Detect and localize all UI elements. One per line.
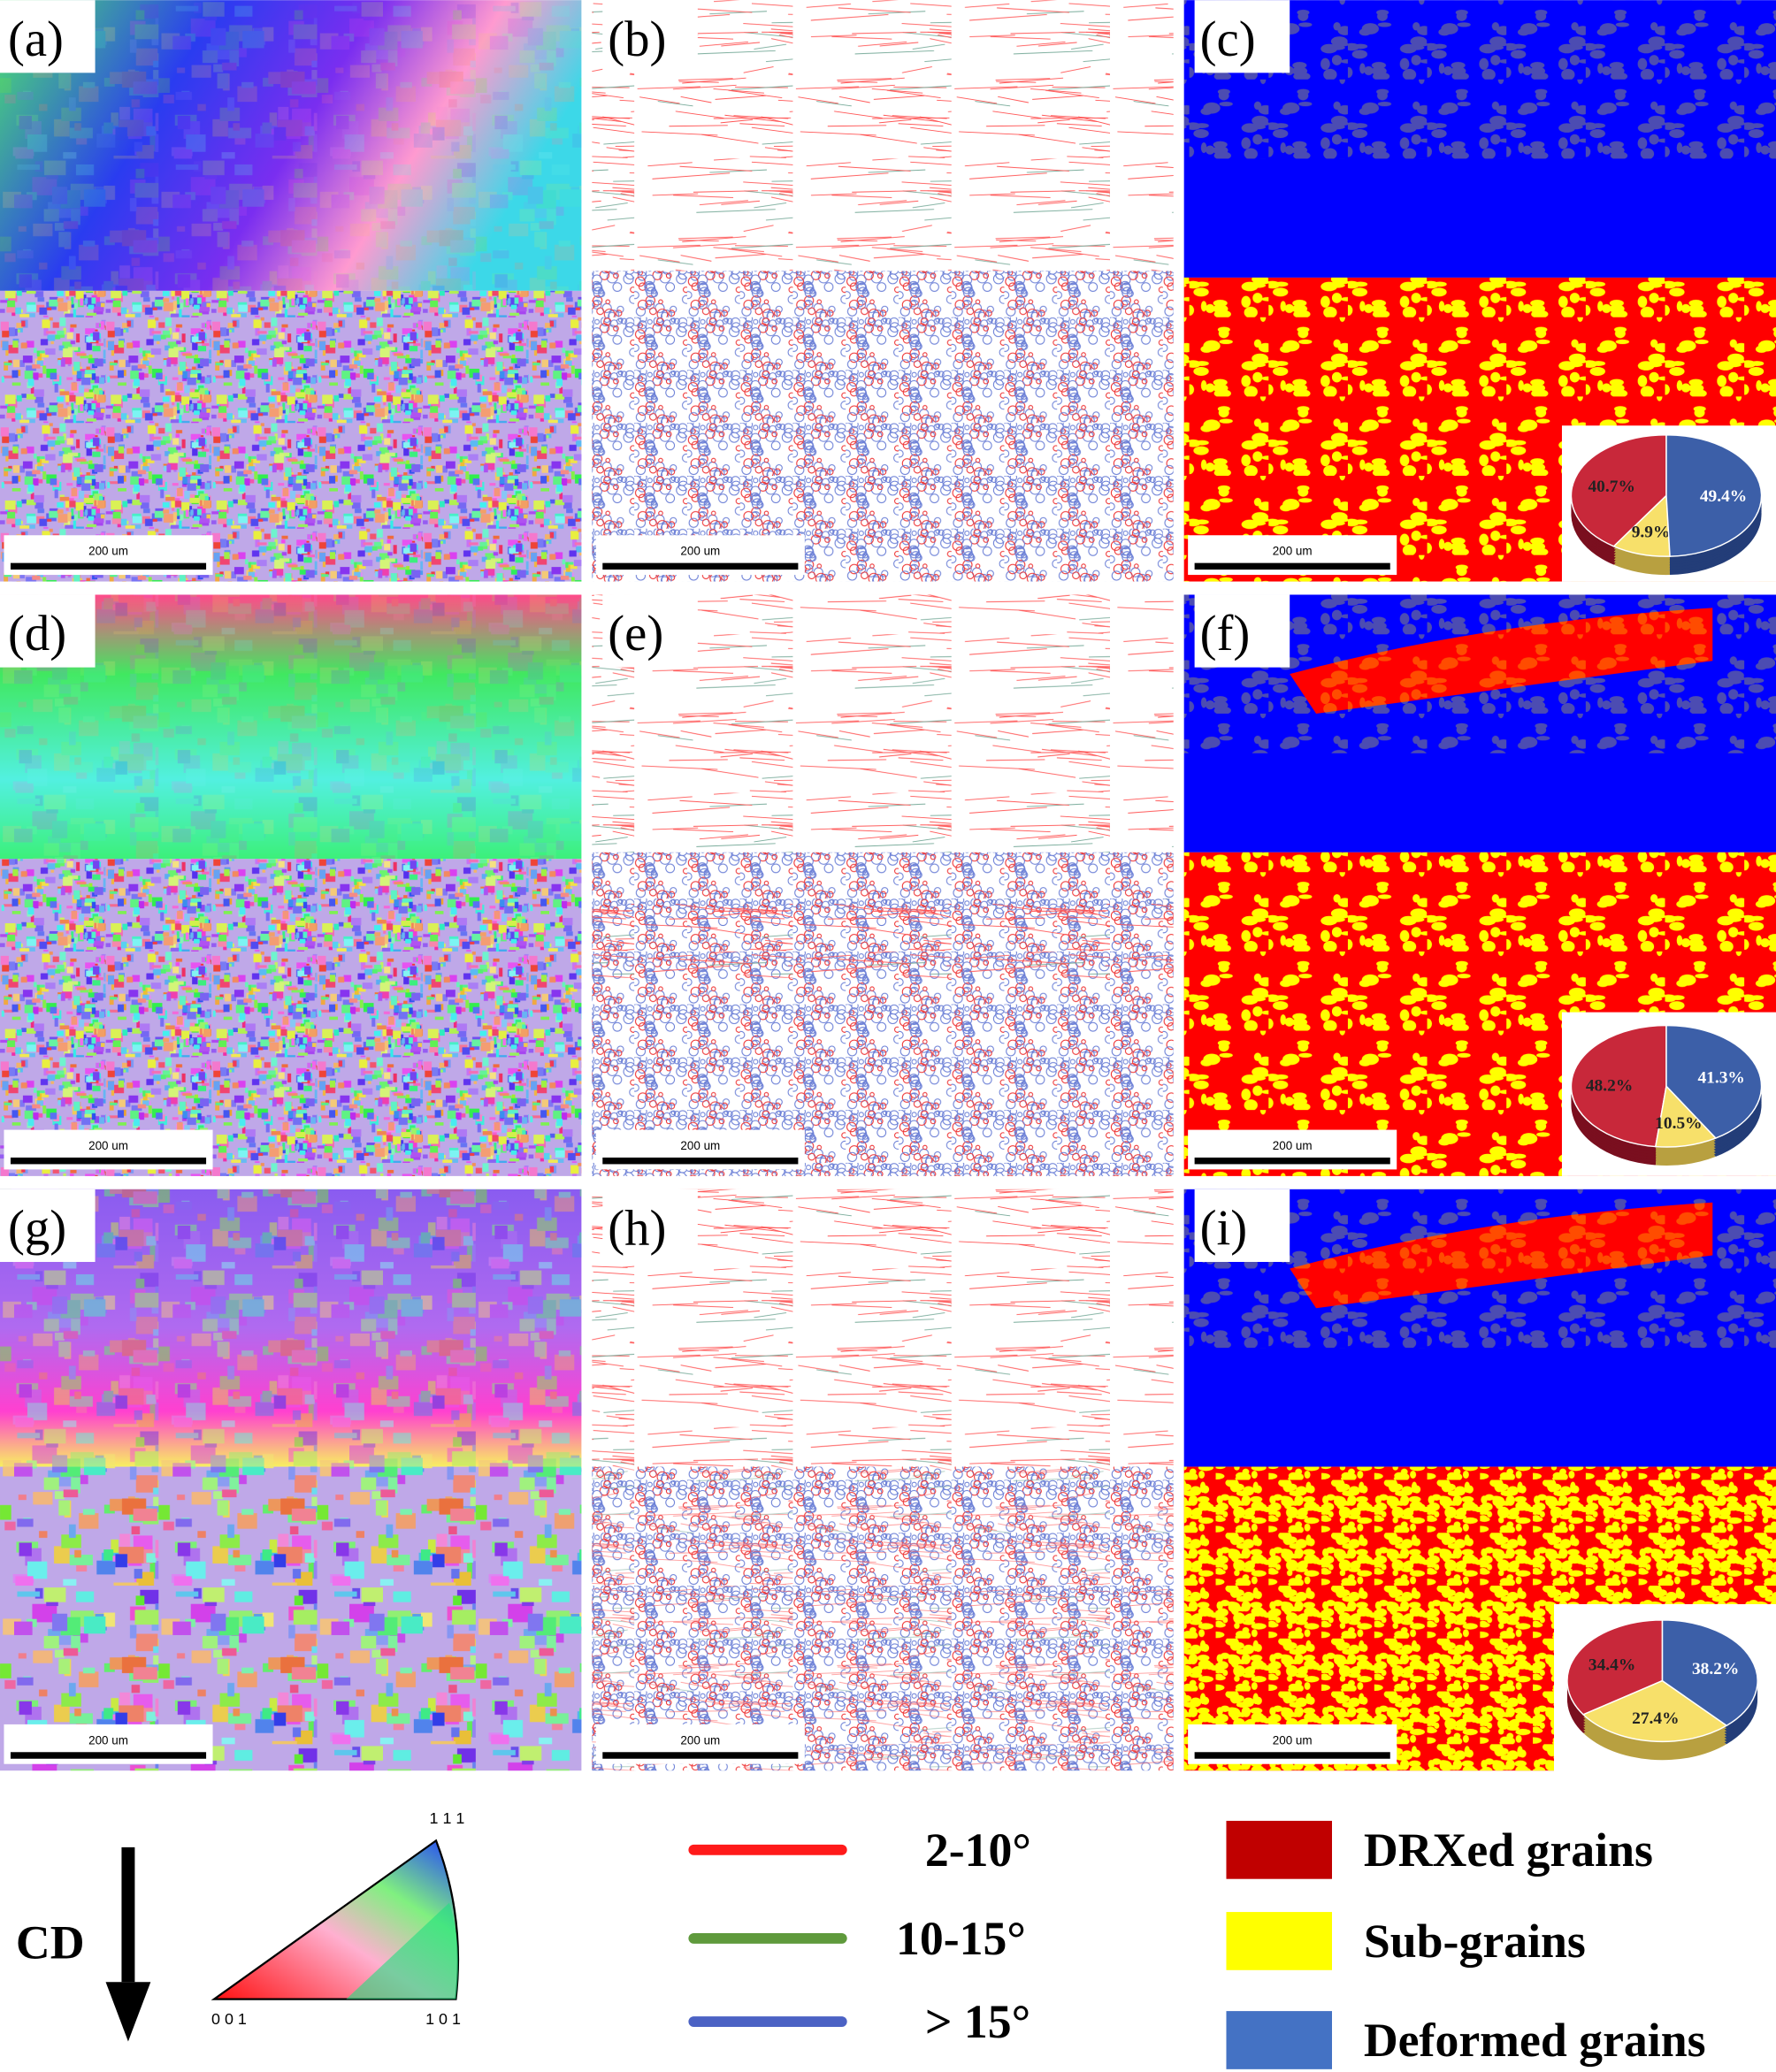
map-texture — [0, 0, 582, 291]
pie-label: 38.2% — [1692, 1660, 1739, 1678]
pie: 34.4% 27.4% 38.2% — [1554, 1603, 1776, 1774]
pie-label: 10.5% — [1655, 1114, 1702, 1133]
legend-label: Deformed grains — [1364, 2014, 1706, 2067]
pie-label: 34.4% — [1588, 1656, 1635, 1675]
panel-label: (i) — [1200, 1201, 1248, 1257]
pie-slice — [1661, 1619, 1758, 1727]
panel: (h) 200 um — [592, 1189, 1174, 1771]
panel: (g) 200 um — [0, 1189, 582, 1771]
scale-bar — [10, 562, 207, 570]
panel-label: (c) — [1200, 11, 1256, 67]
ipf-corner: 1 0 1 — [425, 2010, 461, 2028]
legend-label: DRXed grains — [1364, 1824, 1653, 1877]
pie-label: 49.4% — [1700, 487, 1747, 506]
panel-label: (d) — [8, 606, 66, 661]
pie-slice — [1665, 433, 1763, 557]
pie-slice — [1566, 1619, 1664, 1716]
legend-swatch — [1226, 2011, 1332, 2069]
pie: 48.2% 10.5% 41.3% — [1561, 1012, 1776, 1176]
scale-bar — [1194, 1752, 1390, 1759]
scale-bar — [602, 562, 799, 570]
panel-label: (f) — [1200, 606, 1251, 661]
legend-swatch — [1226, 1912, 1332, 1970]
scale-bar-text: 200 um — [1273, 1139, 1313, 1152]
scale-bar-text: 200 um — [88, 1139, 128, 1152]
pie-label: 41.3% — [1697, 1069, 1744, 1088]
pie-slice — [1665, 1024, 1763, 1139]
legend-label: Sub-grains — [1364, 1915, 1586, 1968]
pie-slice — [1570, 1024, 1667, 1148]
map-band — [592, 1466, 1174, 1771]
map-fine — [0, 859, 582, 1176]
legend-label: 10-15° — [896, 1912, 1026, 1965]
map-fine — [0, 290, 582, 582]
scale-bar-text: 200 um — [1273, 545, 1313, 558]
ipf-green — [346, 1902, 458, 1999]
map-hagb — [592, 271, 1174, 582]
panel-label: (g) — [8, 1201, 66, 1257]
scale-bar — [1194, 562, 1390, 570]
panel-label: (e) — [608, 606, 663, 661]
panel: (a) 200 um — [0, 0, 582, 582]
legend-label: 2-10° — [925, 1824, 1031, 1877]
ipf-corner: 0 0 1 — [211, 2010, 247, 2028]
ipf-corner: 1 1 1 — [430, 1809, 465, 1827]
label-bg — [1194, 1189, 1290, 1262]
pie-label: 40.7% — [1588, 478, 1634, 496]
scale-bar-text: 200 um — [680, 1733, 720, 1747]
map-texture — [0, 1189, 582, 1467]
scale-bar-text: 200 um — [1273, 1733, 1313, 1747]
label-bg — [1194, 594, 1290, 668]
pie-label: 27.4% — [1632, 1709, 1679, 1728]
panel-label: (b) — [608, 11, 666, 67]
scale-bar — [602, 1752, 799, 1759]
legend-label: > 15° — [925, 1995, 1030, 2048]
map-texture — [0, 594, 582, 860]
scale-bar-text: 200 um — [680, 1139, 720, 1152]
label-bg — [602, 594, 698, 668]
pie-slice — [1654, 1084, 1718, 1148]
panel: (d) 200 um — [0, 594, 582, 1176]
direction-arrow-head — [105, 1982, 151, 2042]
scale-bar-text: 200 um — [88, 545, 128, 558]
panel: (b) 200 um — [592, 0, 1174, 582]
label-bg — [0, 1189, 96, 1262]
scale-bar — [10, 1157, 207, 1165]
direction-label: CD — [16, 1915, 85, 1969]
scale-bar-text: 200 um — [88, 1733, 128, 1747]
scale-bar-text: 200 um — [680, 545, 720, 558]
pie-label: 48.2% — [1586, 1076, 1633, 1095]
legend-swatch — [1226, 1820, 1332, 1879]
map-band — [592, 898, 1174, 978]
label-bg — [0, 594, 96, 668]
pie: 40.7% 9.9% 49.4% — [1561, 425, 1776, 582]
map-fine — [0, 1466, 582, 1771]
panel: (e) 200 um — [592, 594, 1174, 1176]
pie-slice — [1581, 1679, 1728, 1743]
label-bg — [0, 0, 96, 73]
label-bg — [1194, 0, 1290, 73]
panel-label: (a) — [8, 11, 64, 67]
label-bg — [602, 0, 698, 73]
panel-label: (h) — [608, 1201, 666, 1257]
pie-label: 9.9% — [1632, 524, 1671, 542]
scale-bar — [602, 1157, 799, 1165]
scale-bar — [1194, 1157, 1390, 1165]
scale-bar — [10, 1752, 207, 1759]
label-bg — [602, 1189, 698, 1262]
